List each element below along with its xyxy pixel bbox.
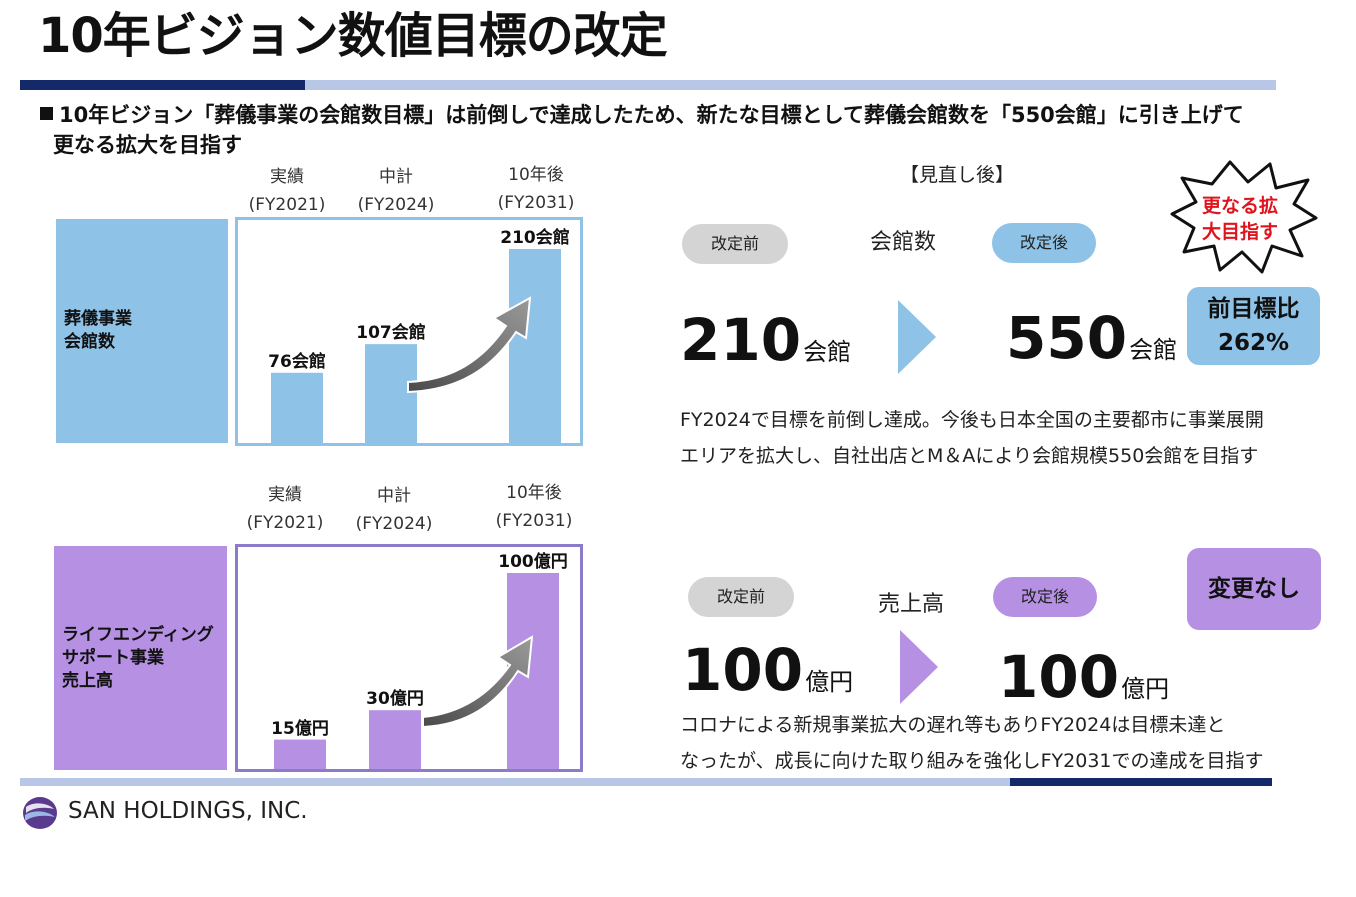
funeral-bar-1 (365, 344, 417, 443)
funeral-label-box: 葬儀事業 会館数 (56, 219, 228, 443)
revised-header: 【見直し後】 (900, 164, 1015, 186)
life-description: コロナによる新規事業拡大の遅れ等もありFY2024は目標未達と なったが、成長に向… (680, 714, 1264, 772)
arrow-right-icon (898, 300, 936, 374)
funeral-after-pill: 改定後 (992, 223, 1096, 263)
funeral-bar-chart (271, 249, 561, 443)
funeral-chart (235, 217, 583, 446)
life-no-change-badge: 変更なし (1187, 548, 1321, 630)
life-chart (235, 544, 583, 772)
col-header-midterm: 中計 (FY2024) (357, 167, 435, 215)
starburst-icon (1170, 160, 1318, 274)
life-bar-chart (274, 573, 559, 769)
subtitle-line2: 更なる拡大を目指す (53, 133, 242, 157)
growth-arrow-icon (407, 296, 532, 394)
col-header-actual: 実績 (FY2021) (248, 167, 326, 215)
life-bar-label-fy2021: 15億円 (271, 718, 329, 739)
funeral-bar-label-fy2024: 107会館 (356, 323, 426, 344)
life-after-pill: 改定後 (993, 577, 1097, 617)
funeral-before-pill: 改定前 (682, 224, 788, 264)
life-metric-label: 売上高 (878, 592, 945, 617)
funeral-bar-label-fy2031: 210会館 (500, 228, 570, 248)
col-header-10yr: 10年後 (FY2031) (497, 165, 575, 213)
funeral-description: FY2024で目標を前倒し達成。今後も日本全国の主要都市に事業展開 エリアを拡大し… (680, 409, 1264, 467)
life-after-value: 100億円 (998, 643, 1170, 711)
life-bar-label-fy2031: 100億円 (498, 552, 568, 572)
life-label-box: ライフエンディング サポート事業 売上高 (54, 546, 227, 770)
bullet-square-icon (40, 107, 53, 120)
page-title: 10年ビジョン数値目標の改定 (38, 8, 668, 64)
company-name: SAN HOLDINGS, INC. (68, 798, 308, 824)
life-bar-label-fy2024: 30億円 (366, 689, 424, 710)
funeral-bar-label-fy2021: 76会館 (268, 351, 326, 372)
sphere-logo-icon (23, 797, 57, 829)
life-bar-1 (369, 710, 421, 769)
life-before-value: 100億円 (682, 636, 854, 704)
growth-arrow-icon (422, 635, 534, 729)
funeral-bar-2 (509, 249, 561, 443)
funeral-before-value: 210会館 (680, 306, 852, 374)
header-rule (20, 80, 1276, 90)
arrow-right-icon (900, 630, 938, 704)
funeral-bar-0 (271, 372, 323, 443)
subtitle-line1: 10年ビジョン「葬儀事業の会館数目標」は前倒しで達成したため、新たな目標として葬… (59, 103, 1244, 127)
col-header-midterm-2: 中計 (FY2024) (355, 486, 433, 534)
starburst-text: 更なる拡 大目指す (1201, 195, 1278, 243)
funeral-metric-label: 会館数 (870, 230, 937, 255)
funeral-ratio-badge: 前目標比 262% (1187, 287, 1320, 365)
life-bar-0 (274, 739, 326, 769)
funeral-after-value: 550会館 (1006, 304, 1178, 372)
col-header-actual-2: 実績 (FY2021) (246, 485, 324, 533)
life-before-pill: 改定前 (688, 577, 794, 617)
col-header-10yr-2: 10年後 (FY2031) (495, 483, 573, 531)
subtitle: 10年ビジョン「葬儀事業の会館数目標」は前倒しで達成したため、新たな目標として葬… (40, 100, 1244, 160)
footer-rule (20, 778, 1272, 786)
